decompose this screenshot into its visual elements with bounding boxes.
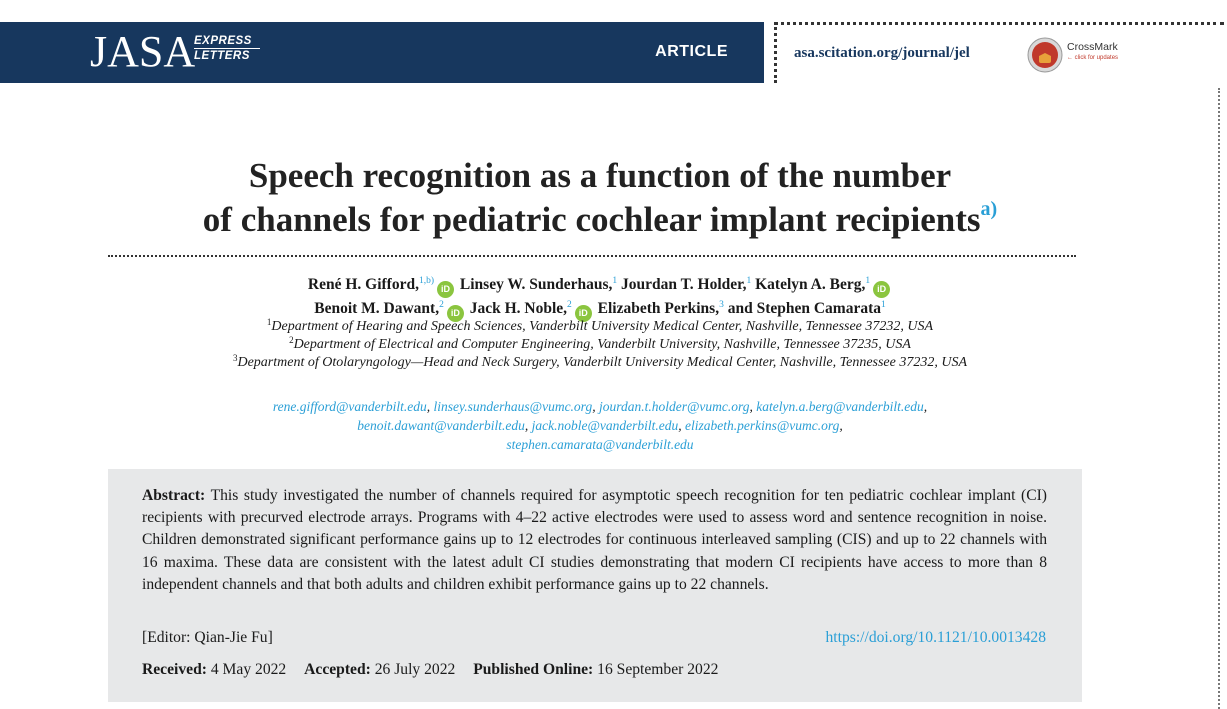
author-affil-marker[interactable]: 3 (719, 300, 724, 310)
publication-dates: Received: 4 May 2022 Accepted: 26 July 2… (142, 661, 718, 679)
author-affil-marker[interactable]: 2 (567, 300, 572, 310)
author-affil-marker[interactable]: 1,b) (418, 276, 435, 286)
author-affil-marker[interactable]: 1 (881, 300, 886, 310)
received-date: 4 May 2022 (210, 661, 287, 678)
author-affil-marker[interactable]: 1 (612, 276, 618, 286)
crossmark-icon[interactable] (1027, 37, 1063, 73)
orcid-icon[interactable]: iD (437, 281, 455, 298)
orcid-icon[interactable]: iD (446, 305, 464, 322)
author-name: Linsey W. Sunderhaus, (459, 276, 613, 293)
author-line-1: René H. Gifford,1,b)iD Linsey W. Sunderh… (140, 274, 1060, 298)
email-link[interactable]: katelyn.a.berg@vanderbilt.edu (756, 399, 924, 414)
author-name: Jourdan T. Holder, (621, 276, 747, 293)
header-right-panel (774, 22, 1224, 83)
author-name: Jack H. Noble, (469, 300, 568, 317)
page-edge-rule (1218, 88, 1220, 709)
affiliation-list: 1Department of Hearing and Speech Scienc… (180, 318, 1020, 372)
abstract-panel (108, 469, 1082, 702)
abstract-body: This study investigated the number of ch… (142, 487, 1048, 593)
email-link[interactable]: elizabeth.perkins@vumc.org (685, 418, 840, 433)
article-title: Speech recognition as a function of the … (100, 154, 1100, 242)
crossmark-label: CrossMark (1067, 41, 1118, 53)
logo-sub-line2: LETTERS (194, 50, 250, 62)
affiliation-item: 2Department of Electrical and Computer E… (289, 335, 911, 353)
author-affil-marker[interactable]: 1 (865, 276, 871, 286)
article-type-label: ARTICLE (655, 43, 728, 60)
abstract-text: Abstract: This study investigated the nu… (142, 485, 1047, 596)
crossmark-sub-label: ← click for updates (1067, 55, 1119, 61)
editor-note: [Editor: Qian-Jie Fu] (142, 629, 273, 646)
author-name: Benoit M. Dawant, (314, 300, 440, 317)
journal-header-bar: JASA EXPRESS LETTERS ARTICLE (0, 22, 764, 83)
accepted-label: Accepted: (304, 661, 371, 678)
title-footnote-marker[interactable]: a) (980, 198, 998, 220)
doi-link[interactable]: https://doi.org/10.1121/10.0013428 (825, 629, 1047, 646)
crossmark-link[interactable]: CrossMark ← click for updates (1067, 42, 1118, 64)
published-label: Published Online: (473, 661, 594, 678)
title-line1: Speech recognition as a function of the … (248, 156, 952, 195)
author-name: René H. Gifford, (307, 276, 419, 293)
author-name: Elizabeth Perkins, (597, 300, 720, 317)
logo-sub-line1: EXPRESS (194, 35, 260, 49)
journal-url-link[interactable]: asa.scitation.org/journal/jel (794, 45, 970, 61)
email-link[interactable]: stephen.camarata@vanderbilt.edu (506, 437, 694, 452)
author-list: René H. Gifford,1,b)iD Linsey W. Sunderh… (140, 274, 1060, 322)
abstract-label: Abstract: (142, 487, 206, 504)
email-link[interactable]: rene.gifford@vanderbilt.edu (272, 399, 427, 414)
title-line2: of channels for pediatric cochlear impla… (202, 200, 981, 239)
published-date: 16 September 2022 (597, 661, 719, 678)
author-affil-marker[interactable]: 2 (439, 300, 444, 310)
author-name: Katelyn A. Berg, (755, 276, 866, 293)
journal-logo-subtitle: EXPRESS LETTERS (194, 35, 264, 64)
email-list: rene.gifford@vanderbilt.edu, linsey.sund… (272, 399, 928, 452)
orcid-icon[interactable]: iD (574, 305, 592, 322)
email-link[interactable]: benoit.dawant@vanderbilt.edu (357, 418, 525, 433)
affiliation-item: 1Department of Hearing and Speech Scienc… (266, 317, 934, 335)
email-link[interactable]: linsey.sunderhaus@vumc.org (433, 399, 593, 414)
email-link[interactable]: jack.noble@vanderbilt.edu (531, 418, 679, 433)
journal-logo[interactable]: JASA (90, 27, 196, 76)
orcid-icon[interactable]: iD (873, 281, 891, 298)
title-line2-wrap: of channels for pediatric cochlear impla… (100, 198, 1100, 242)
author-line-2: Benoit M. Dawant,2iD Jack H. Noble,2iD E… (140, 298, 1060, 322)
email-link[interactable]: jourdan.t.holder@vumc.org (598, 399, 750, 414)
author-name: and Stephen Camarata (727, 300, 881, 317)
accepted-date: 26 July 2022 (374, 661, 456, 678)
title-divider (108, 255, 1076, 257)
affiliation-item: 3Department of Otolaryngology—Head and N… (232, 353, 968, 371)
author-affil-marker[interactable]: 1 (746, 276, 752, 286)
received-label: Received: (142, 661, 207, 678)
